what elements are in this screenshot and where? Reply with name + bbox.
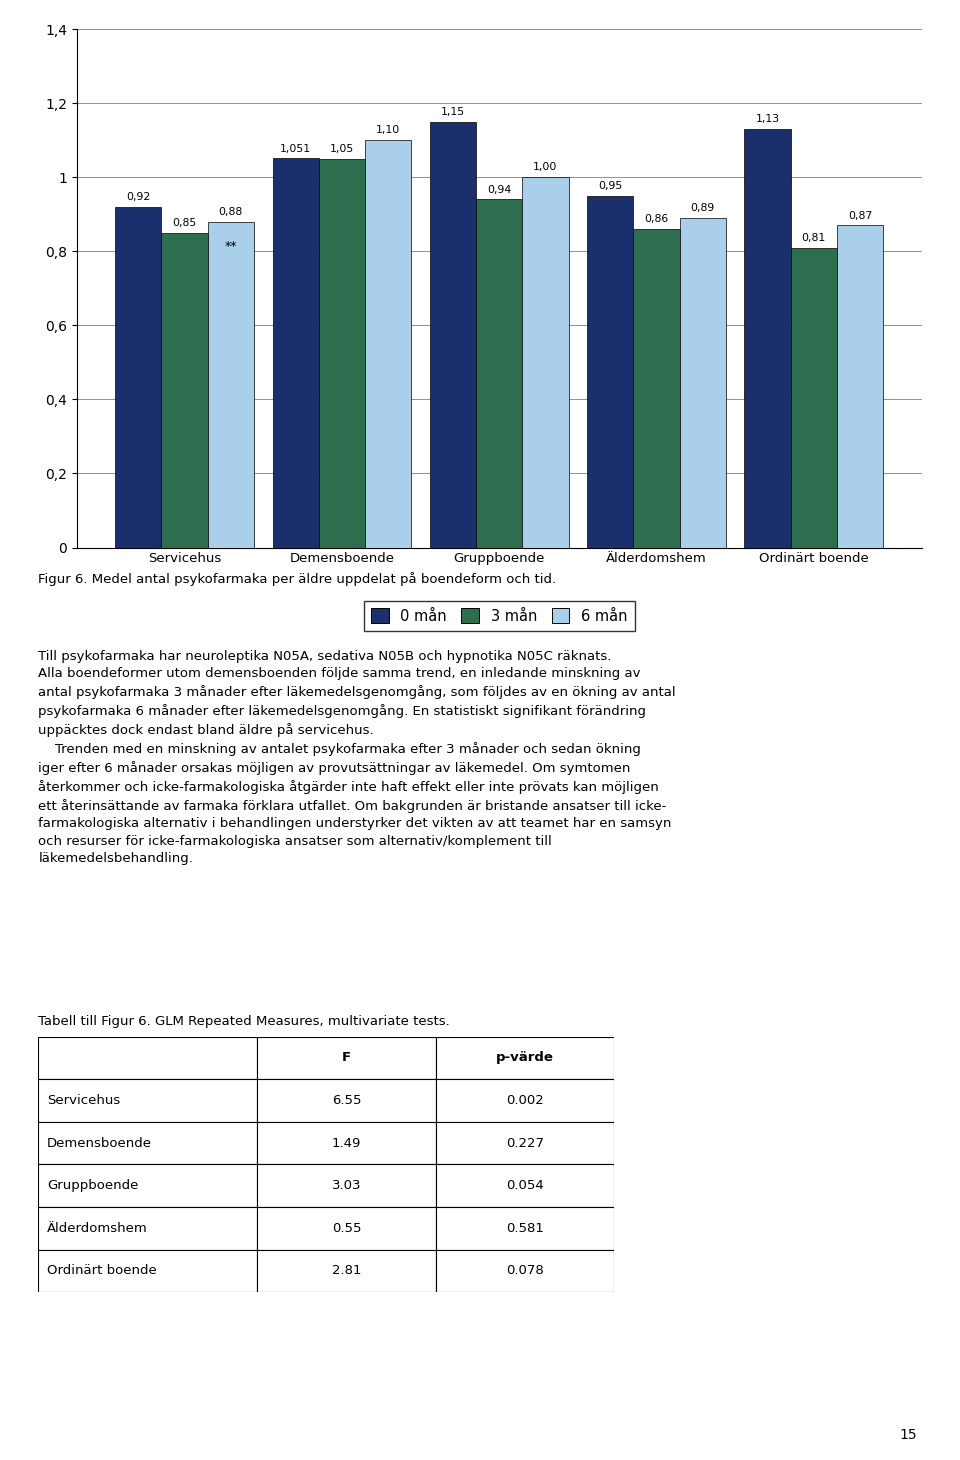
Text: **: ** [225,241,237,253]
Bar [436,1037,614,1079]
Text: p-värde: p-värde [496,1051,554,1064]
Bar [680,218,726,548]
Bar [257,1165,436,1207]
Text: 0,89: 0,89 [690,203,715,213]
Bar [257,1250,436,1292]
Bar [436,1121,614,1165]
Bar [744,128,791,548]
Bar [436,1079,614,1121]
Bar [588,196,634,548]
Text: Gruppboende: Gruppboende [47,1180,138,1193]
Text: Till psykofarmaka har neuroleptika N05A, sedativa N05B och hypnotika N05C räknat: Till psykofarmaka har neuroleptika N05A,… [38,650,676,864]
Bar [634,229,680,548]
Text: 0.054: 0.054 [506,1180,544,1193]
Text: 1,00: 1,00 [533,162,558,172]
Bar [38,1037,257,1079]
Bar [161,232,207,548]
Bar [365,140,411,548]
Bar [430,121,476,548]
Bar [791,248,837,548]
Bar [436,1165,614,1207]
Text: 0,86: 0,86 [644,215,668,225]
Text: Tabell till Figur 6. GLM Repeated Measures, multivariate tests.: Tabell till Figur 6. GLM Repeated Measur… [38,1015,450,1028]
Bar [273,158,319,548]
Bar [38,1207,257,1250]
Text: 0.078: 0.078 [506,1264,544,1278]
Text: 0,94: 0,94 [487,184,512,194]
Text: 1,15: 1,15 [441,107,465,117]
Bar [436,1207,614,1250]
Text: 0,87: 0,87 [848,210,873,220]
Text: Servicehus: Servicehus [47,1094,120,1107]
Text: Figur 6. Medel antal psykofarmaka per äldre uppdelat på boendeform och tid.: Figur 6. Medel antal psykofarmaka per äl… [38,572,557,587]
Bar [319,159,365,548]
Text: 1,051: 1,051 [280,143,311,153]
Bar [257,1121,436,1165]
Bar [436,1250,614,1292]
Text: 1,10: 1,10 [376,126,400,136]
Bar [115,207,161,548]
Text: 0.581: 0.581 [506,1222,544,1235]
Bar [257,1037,436,1079]
Text: 1.49: 1.49 [332,1136,361,1149]
Text: 0.002: 0.002 [506,1094,544,1107]
Bar [207,222,254,548]
Text: 0,81: 0,81 [802,232,826,242]
Text: 1,05: 1,05 [330,145,354,153]
Text: 6.55: 6.55 [332,1094,361,1107]
Legend: 0 mån, 3 mån, 6 mån: 0 mån, 3 mån, 6 mån [364,602,635,631]
Text: 15: 15 [900,1428,917,1442]
Text: 0,88: 0,88 [219,207,243,218]
Bar [476,200,522,548]
Text: 0,95: 0,95 [598,181,622,191]
Text: Älderdomshem: Älderdomshem [47,1222,148,1235]
Text: Ordinärt boende: Ordinärt boende [47,1264,156,1278]
Bar [38,1079,257,1121]
Bar [38,1165,257,1207]
Text: 3.03: 3.03 [332,1180,361,1193]
Bar [522,177,568,548]
Text: 0,92: 0,92 [126,193,151,201]
Text: 0,85: 0,85 [173,218,197,228]
Text: Demensboende: Demensboende [47,1136,152,1149]
Text: 0.227: 0.227 [506,1136,544,1149]
Text: 0.55: 0.55 [332,1222,361,1235]
Bar [837,225,883,548]
Bar [257,1207,436,1250]
Bar [257,1079,436,1121]
Bar [38,1250,257,1292]
Text: 2.81: 2.81 [332,1264,361,1278]
Text: 1,13: 1,13 [756,114,780,124]
Text: F: F [342,1051,351,1064]
Bar [38,1121,257,1165]
